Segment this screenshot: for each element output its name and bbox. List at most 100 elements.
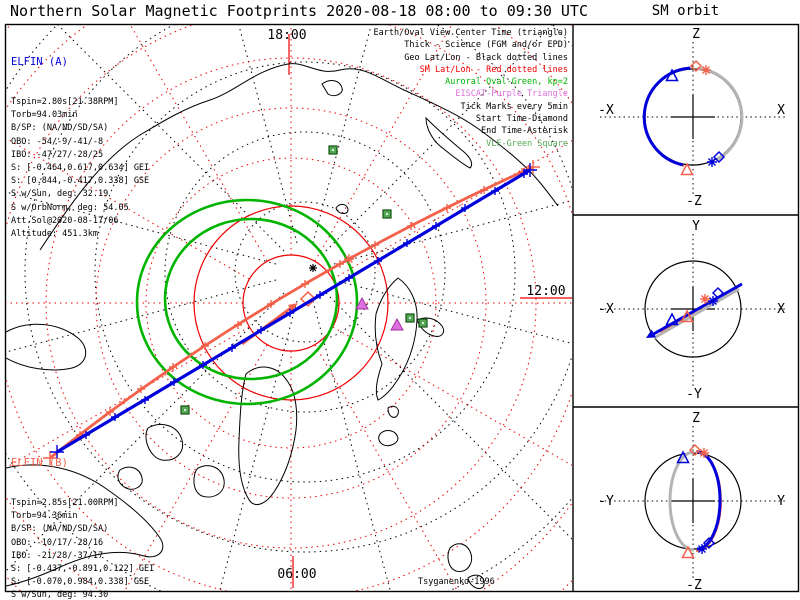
map-footer: Tsyganenko-1996 Created: Tue Jan 24 07:0… xyxy=(418,550,587,600)
elfin-b-info-line: S w/Sun, deg: 94.30 xyxy=(11,590,109,600)
legend-item: SM Lat/Lon - Red dotted lines xyxy=(419,64,568,75)
vlf-station-squares xyxy=(180,145,428,415)
axis-label-top: Z xyxy=(692,411,700,426)
mlt-label-12: 12:00 xyxy=(526,284,565,299)
legend-item: EISCAT-Purple Triangle xyxy=(455,89,568,100)
elfin-b-label: ELFIN (B) xyxy=(11,457,68,470)
end-asterisk-b xyxy=(699,448,709,458)
legend-item: Geo Lat/Lon - Black dotted lines xyxy=(404,52,568,63)
eiscat-triangle xyxy=(390,317,404,331)
elfin-a-info-line: Att.Sol@2020-08-17/06 xyxy=(11,215,119,226)
start-diamond-b xyxy=(688,443,702,457)
elfin-b-start-diamond xyxy=(299,290,317,308)
elfin-b-footprint xyxy=(43,160,540,465)
elfin-b-info: ELFIN (B) Tspin=2.85s[21.00RPM] Torb=94.3… xyxy=(11,431,154,600)
axis-label-bottom: -Z xyxy=(686,578,702,593)
vlf-square xyxy=(180,405,190,415)
center-time-triangle-a xyxy=(676,450,690,464)
sm-orbit-panel-yz: Z -Z -Y Y xyxy=(598,411,787,593)
elfin-b-arrow-head xyxy=(288,303,298,312)
center-cross xyxy=(671,95,715,139)
axis-label-left: -X xyxy=(598,302,614,317)
elfin-b-info-line: IBO: -21/28/-37/17 xyxy=(11,550,104,561)
sm-orbit-title: SM orbit xyxy=(651,3,720,19)
elfin-b-lines: Tspin=2.85s[21.00RPM] Torb=94.36min B/SP: … xyxy=(11,497,154,600)
sm-orbit-panel-xz: Z -Z -X X xyxy=(598,27,787,209)
elfin-a-info-line: OBO: -54/-9/-41/-8 xyxy=(11,136,104,147)
map-legend: Earth/Oval View Center Time (triangle) Th… xyxy=(248,27,568,150)
elfin-a-footprint xyxy=(50,163,537,459)
orbit-arc-gray xyxy=(697,66,744,161)
end-asterisk-a xyxy=(708,296,718,306)
vlf-square xyxy=(418,318,428,328)
end-asterisk-b xyxy=(700,294,710,304)
elfin-a-info-line: Torb=94.03min xyxy=(11,110,78,121)
sm-solid-circles xyxy=(193,34,572,588)
orbit-direction-arrow xyxy=(646,329,656,338)
elfin-a-info-line: IBO: -47/27/-28/25 xyxy=(11,149,104,160)
elfin-a-lines: Tspin=2.80s[21.38RPM] Torb=94.03min B/SP: … xyxy=(11,96,149,241)
vlf-square xyxy=(328,145,338,155)
legend-item: VLF-Green Square xyxy=(486,138,568,149)
figure-title: Northern Solar Magnetic Footprints 2020-… xyxy=(10,2,588,20)
start-diamond-a xyxy=(711,286,725,300)
axis-label-left: -X xyxy=(598,103,614,118)
auroral-oval xyxy=(135,198,359,406)
elfin-a-info-line: S: [-0.464,0.617,0.634] GEI xyxy=(11,163,150,174)
legend-item: Thick - Science (FGM and/or EPD) xyxy=(404,40,568,51)
axis-label-right: Y xyxy=(777,494,785,509)
axis-label-right: X xyxy=(777,302,785,317)
legend-item: Auroral Oval-Green, kp=2 xyxy=(445,77,568,88)
coastlines xyxy=(6,63,559,589)
elfin-a-info-line: S w/Sun, deg: 32.19 xyxy=(11,189,109,200)
elfin-a-label: ELFIN (A) xyxy=(11,56,68,69)
center-time-triangle-b xyxy=(681,545,695,559)
center-cross xyxy=(671,287,715,331)
elfin-b-end-asterisk xyxy=(344,254,354,264)
eiscat-triangles xyxy=(355,296,404,331)
legend-item: Tick Marks every 5min xyxy=(460,101,568,112)
center-cross xyxy=(671,479,715,523)
eiscat-triangle xyxy=(355,296,369,310)
legend-item: Earth/Oval View Center Time (triangle) xyxy=(373,28,568,38)
end-asterisk-a xyxy=(697,544,707,554)
vlf-square xyxy=(405,313,415,323)
plot-frame xyxy=(4,23,800,593)
model-label: Tsyganenko-1996 xyxy=(418,577,495,587)
axis-label-right: X xyxy=(777,103,785,118)
elfin-a-info: ELFIN (A) Tspin=2.80s[21.38RPM] Torb=94.0… xyxy=(11,30,149,268)
axis-label-left: -Y xyxy=(598,494,614,509)
mlt-label-06: 06:00 xyxy=(277,567,316,582)
elfin-b-info-line: OBO: -10/17/-28/16 xyxy=(11,537,104,548)
start-diamond-b xyxy=(689,59,703,73)
elfin-a-info-line: Tspin=2.80s[21.38RPM] xyxy=(11,97,119,108)
mlt-label-18: 18:00 xyxy=(267,28,306,43)
end-asterisk-b xyxy=(701,65,711,75)
orbit-arc-elfin-a xyxy=(642,66,691,167)
legend-item: Start Time-Diamond xyxy=(475,114,568,125)
elfin-a-info-line: S: [0.844,-0.417,0.338] GSE xyxy=(11,176,150,187)
center-time-triangle-a xyxy=(665,312,679,326)
center-time-triangle-a xyxy=(665,68,679,82)
axis-label-bottom: -Z xyxy=(686,194,702,209)
start-diamond-a xyxy=(712,150,726,164)
center-time-triangle-b xyxy=(680,162,694,176)
vlf-square xyxy=(382,209,392,219)
elfin-b-info-line: Tspin=2.85s[21.00RPM] xyxy=(11,498,119,509)
earth-circle xyxy=(644,260,742,358)
elfin-a-info-line: Altitude: 451.3km xyxy=(11,229,98,240)
sm-orbit-panel-xy: Y -Y -X X xyxy=(598,219,787,402)
elfin-b-info-line: B/SP: (NA/ND/SD/SA) xyxy=(11,524,109,535)
orbit-arc-gray xyxy=(668,450,695,552)
axis-label-top: Y xyxy=(692,219,700,234)
center-time-triangle-b xyxy=(680,309,694,323)
end-asterisk-a xyxy=(707,157,717,167)
axis-label-top: Z xyxy=(692,27,700,42)
elfin-b-info-line: Torb=94.36min xyxy=(11,511,78,522)
elfin-a-info-line: B/SP: (NA/ND/SD/SA) xyxy=(11,123,109,134)
orbit-line-elfin-a xyxy=(649,282,743,338)
axis-label-bottom: -Y xyxy=(686,387,702,402)
pole-asterisk xyxy=(309,264,317,272)
